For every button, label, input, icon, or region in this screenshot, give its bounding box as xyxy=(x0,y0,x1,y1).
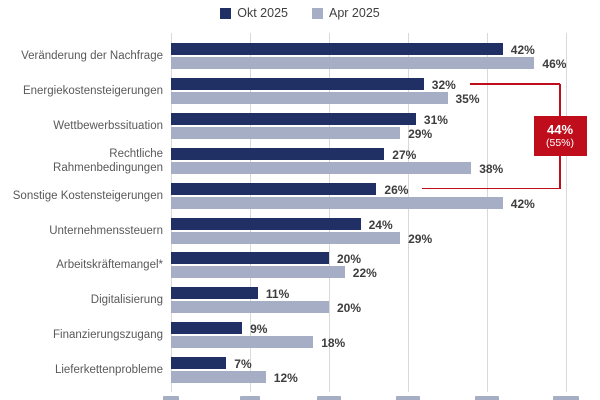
okt-value-label: 7% xyxy=(234,357,252,372)
apr-bar xyxy=(171,91,448,104)
okt-value-label: 32% xyxy=(431,77,456,92)
apr-bar xyxy=(171,301,329,314)
gridline xyxy=(408,33,409,392)
okt-bar xyxy=(171,147,385,160)
callout-box: 44% (55%) xyxy=(533,116,587,157)
okt-bar xyxy=(171,217,361,230)
category-label: Rechtliche Rahmenbedingungen xyxy=(53,147,163,174)
apr-value-label: 35% xyxy=(455,91,480,106)
okt-value-label: 42% xyxy=(510,43,535,57)
cropped-axis-tick xyxy=(317,396,341,400)
legend-label: Okt 2025 xyxy=(237,6,288,20)
cropped-axis-tick xyxy=(553,396,579,400)
apr-bar xyxy=(171,161,472,174)
okt-value-label: 31% xyxy=(423,112,448,127)
okt-value-label: 9% xyxy=(250,322,268,337)
okt-value-label: 20% xyxy=(337,252,362,267)
gridline xyxy=(171,33,172,392)
legend-item-okt-2025: Okt 2025 xyxy=(220,6,288,20)
callout-connector-top xyxy=(469,83,560,85)
okt-value-label: 27% xyxy=(392,147,417,162)
cropped-axis-tick xyxy=(475,396,499,400)
cropped-axis-tick xyxy=(396,396,420,400)
apr-bar xyxy=(171,126,401,139)
callout-value: 44% xyxy=(546,122,574,138)
legend-label: Apr 2025 xyxy=(329,6,380,20)
chart-legend: Okt 2025 Apr 2025 xyxy=(0,6,600,20)
apr-value-label: 22% xyxy=(352,266,377,281)
cropped-axis-tick xyxy=(240,396,260,400)
apr-2025-swatch-icon xyxy=(312,7,323,19)
okt-bar xyxy=(171,357,227,370)
category-label: Lieferkettenprobleme xyxy=(54,364,163,377)
gridline xyxy=(487,33,488,392)
apr-bar xyxy=(171,57,535,69)
category-label: Arbeitskräftemangel* xyxy=(56,259,163,272)
okt-bar xyxy=(171,43,503,55)
apr-value-label: 29% xyxy=(408,126,433,141)
okt-value-label: 24% xyxy=(368,217,393,232)
okt-bar xyxy=(171,77,424,90)
gridline xyxy=(566,33,567,392)
apr-value-label: 20% xyxy=(337,301,362,316)
apr-value-label: 38% xyxy=(479,161,504,176)
cropped-axis-tick xyxy=(163,396,179,400)
category-label: Finanzierungszugang xyxy=(53,329,163,342)
category-label: Digitalisierung xyxy=(90,294,163,307)
category-label: Veränderung der Nachfrage xyxy=(21,50,163,62)
callout-sub-value: (55%) xyxy=(545,137,574,150)
category-label: Sonstige Kostensteigerungen xyxy=(12,189,163,202)
callout-connector-bottom xyxy=(422,187,560,190)
apr-value-label: 42% xyxy=(510,196,535,211)
okt-bar xyxy=(171,112,416,125)
okt-bar xyxy=(171,287,258,300)
okt-2025-swatch-icon xyxy=(220,7,232,19)
category-label: Unternehmenssteuern xyxy=(49,224,163,237)
apr-bar xyxy=(171,196,503,209)
apr-value-label: 29% xyxy=(408,231,433,246)
apr-value-label: 18% xyxy=(321,336,346,351)
apr-value-label: 46% xyxy=(542,57,567,71)
okt-value-label: 11% xyxy=(265,287,290,302)
category-label: Energiekostensteigerungen xyxy=(22,84,163,97)
apr-value-label: 12% xyxy=(273,371,298,386)
gridline xyxy=(329,33,330,392)
apr-bar xyxy=(171,336,314,349)
gridline xyxy=(250,33,251,392)
okt-bar xyxy=(171,322,243,335)
category-label: Wettbewerbssituation xyxy=(53,119,163,132)
apr-bar xyxy=(171,231,401,244)
legend-item-apr-2025: Apr 2025 xyxy=(312,6,380,20)
okt-value-label: 26% xyxy=(384,182,409,197)
apr-bar xyxy=(171,266,345,279)
okt-bar xyxy=(171,252,329,265)
okt-bar xyxy=(171,182,377,195)
apr-bar xyxy=(171,371,266,384)
